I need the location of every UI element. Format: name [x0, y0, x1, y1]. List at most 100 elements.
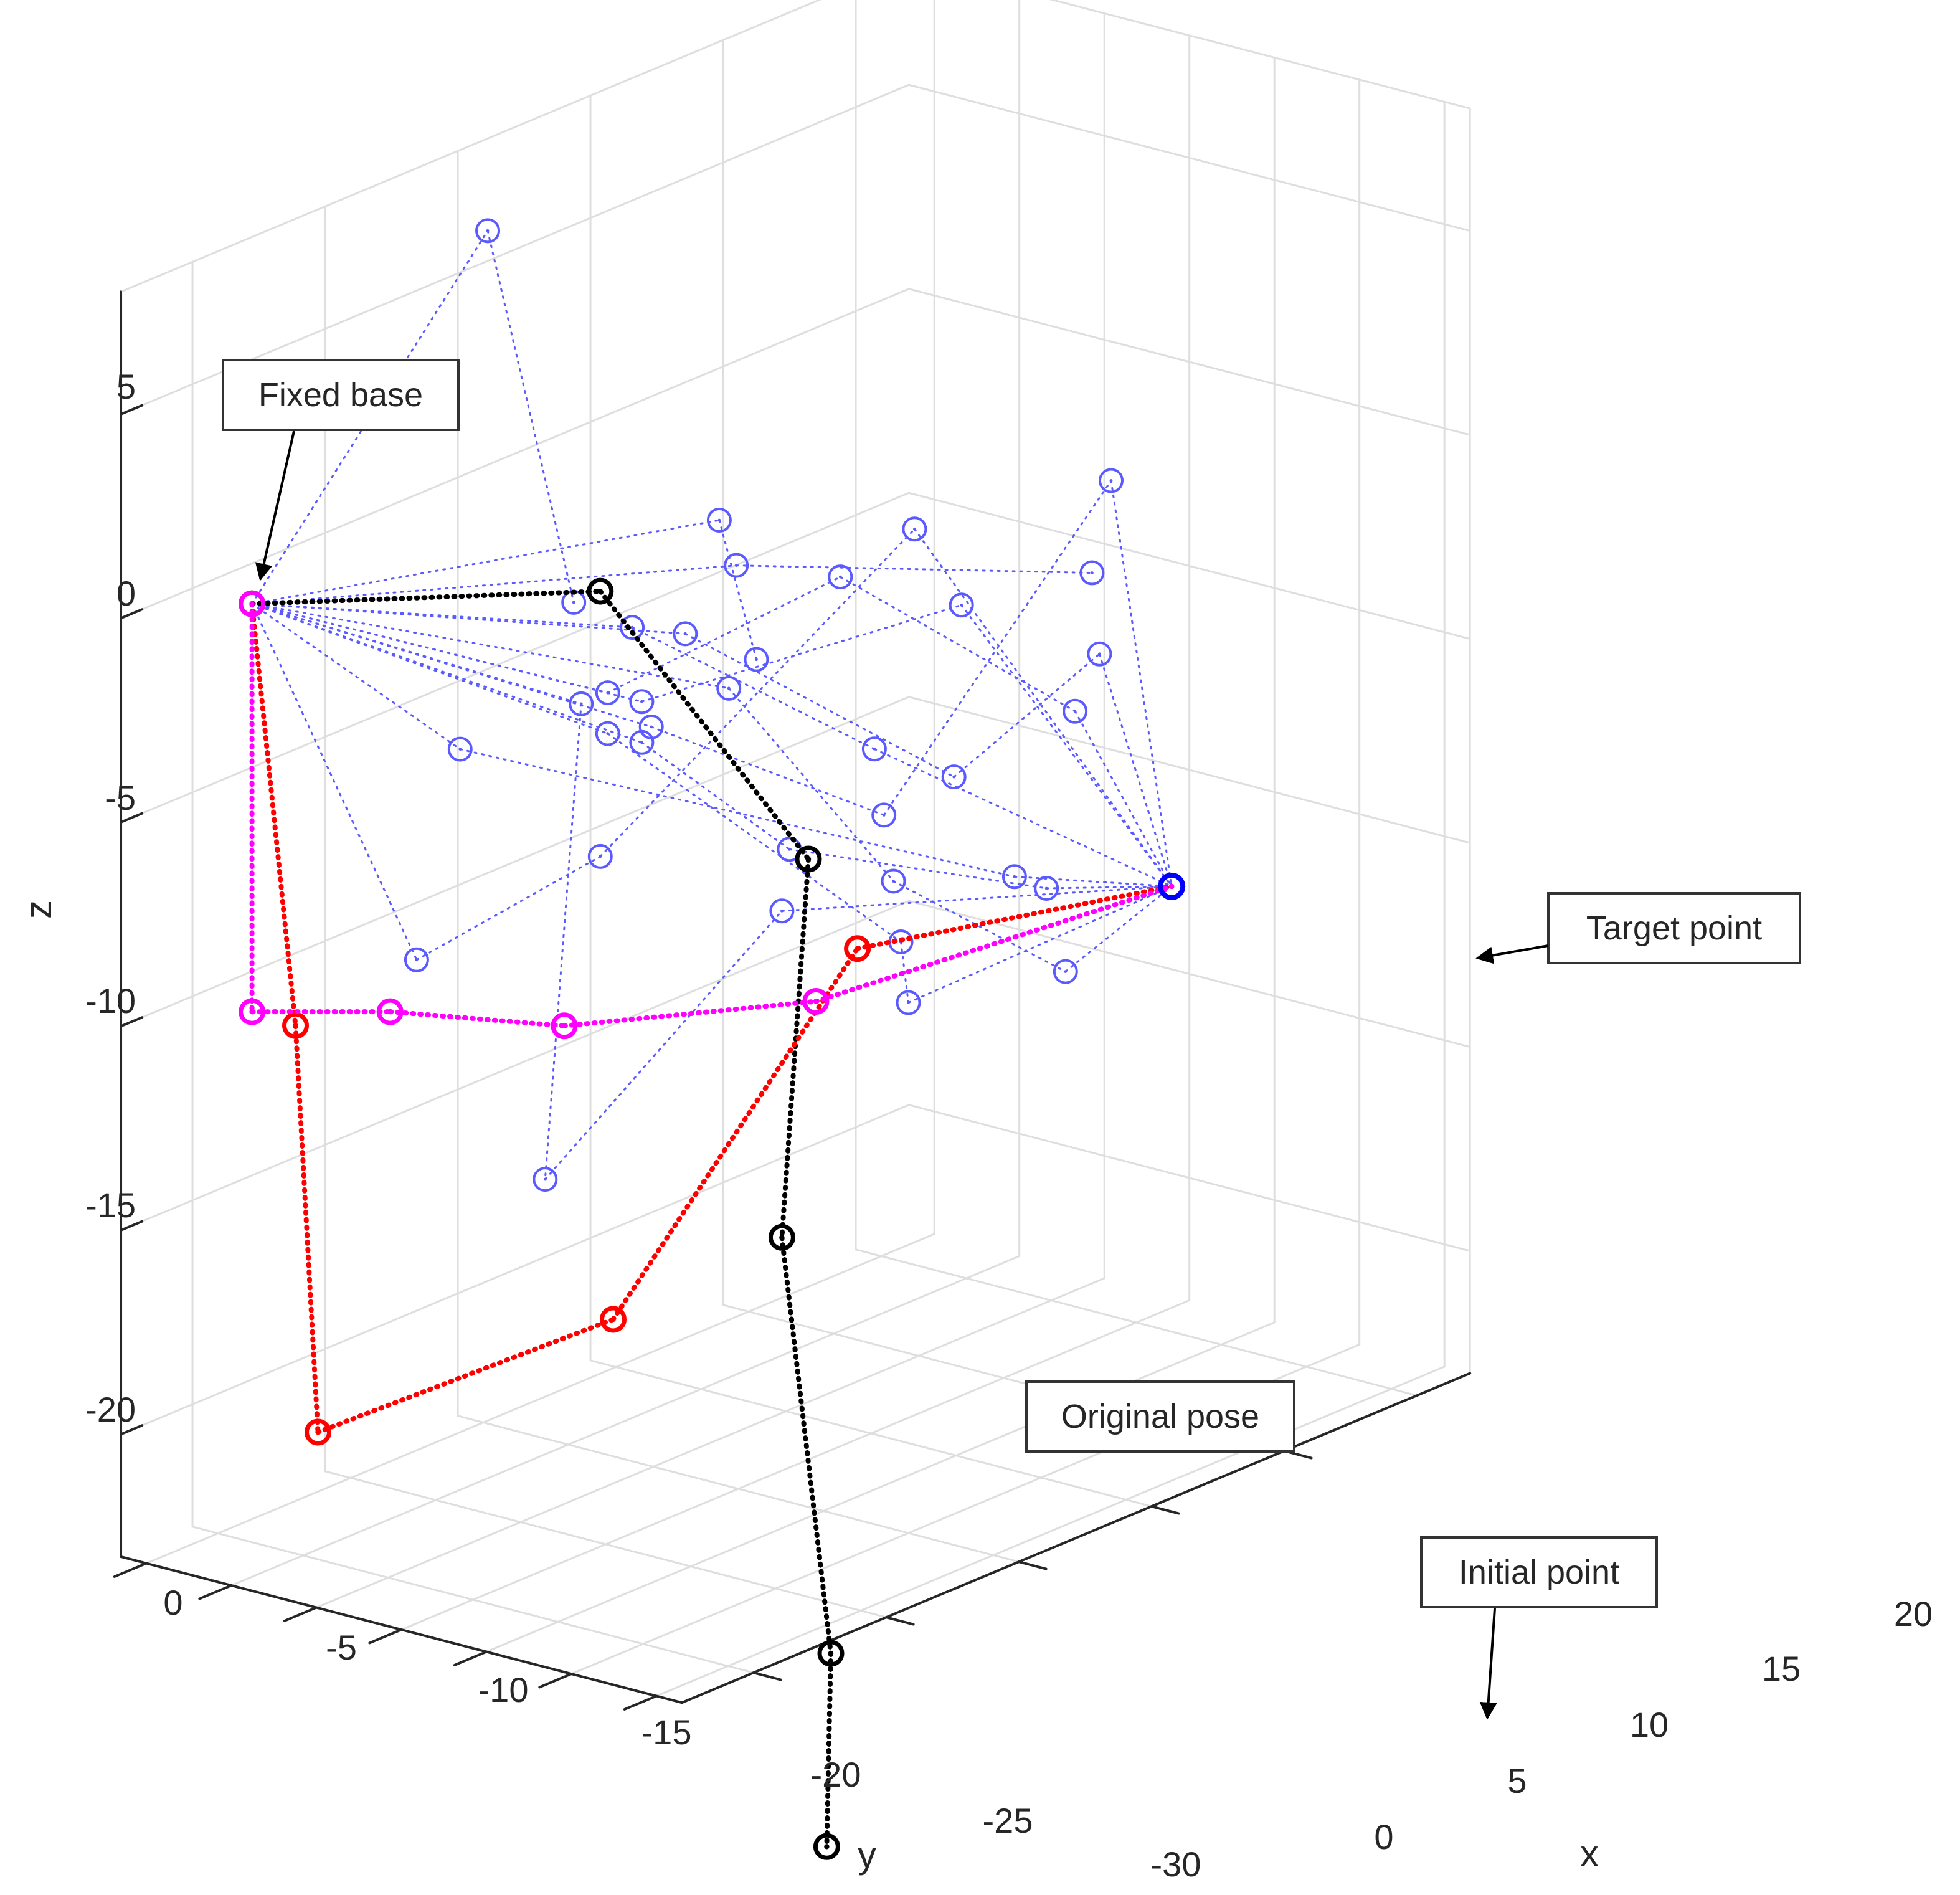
original-pose-box: [1025, 1380, 1295, 1453]
x-axis-label: x: [1580, 1833, 1599, 1874]
explored-configuration: [239, 591, 1185, 899]
link-segment: [824, 1651, 833, 1850]
joint-center: [610, 1316, 616, 1323]
joint-marker: [861, 736, 887, 762]
gridline: [907, 1104, 1471, 1252]
x-tick-label: 20: [1894, 1594, 1933, 1633]
y-tick-label: -5: [326, 1628, 357, 1667]
z-tick: [120, 608, 144, 620]
original-pose-annotation: Original pose: [1025, 1380, 1295, 1453]
joint-marker: [475, 218, 501, 244]
final-pose-series: [239, 590, 1185, 1040]
link-segment: [251, 519, 721, 605]
joint-marker: [902, 516, 927, 542]
joint-center: [572, 601, 575, 604]
joint-marker: [1099, 468, 1124, 493]
explored-configuration: [239, 591, 1185, 1192]
y-tick: [538, 1673, 573, 1689]
z-tick-label: 0: [116, 574, 136, 613]
link-segment: [459, 748, 1016, 878]
link-segment: [607, 733, 902, 943]
z-tick: [120, 812, 144, 824]
joint-center: [249, 601, 255, 607]
x-tick: [1017, 1560, 1048, 1570]
joint-center: [630, 625, 634, 629]
joint-center: [907, 1001, 910, 1004]
z-tick: [120, 1220, 144, 1232]
plot-area: [239, 218, 1186, 1860]
fixed-base-box: [222, 359, 460, 431]
link-segment: [907, 885, 1173, 1004]
joint-marker: [1079, 560, 1105, 586]
z-tick-label: -5: [105, 778, 136, 817]
joint-center: [1073, 710, 1077, 713]
explored-configuration: [239, 591, 1185, 1015]
joint-center: [640, 741, 643, 744]
joint-marker: [1034, 876, 1059, 901]
link-segment: [960, 604, 1173, 888]
joint-marker: [881, 868, 906, 894]
joint-marker: [1053, 959, 1078, 984]
joint-center: [952, 775, 956, 779]
joint-center: [913, 527, 916, 531]
joint-center: [486, 229, 490, 232]
joint-marker: [1087, 641, 1112, 667]
joint-marker: [813, 1833, 840, 1860]
y-tick-label: -25: [983, 1801, 1033, 1840]
y-tick: [453, 1650, 488, 1666]
z-tick-label: -15: [85, 1185, 136, 1225]
joint-center: [650, 725, 653, 729]
joint-marker: [620, 615, 645, 640]
link-segment: [631, 626, 876, 750]
target-point-label: Target point: [1586, 910, 1762, 947]
link-segment: [873, 748, 1173, 888]
joint-center: [734, 564, 738, 568]
link-segment: [249, 589, 603, 607]
gridline: [400, 1299, 1191, 1631]
link-segment: [415, 855, 602, 961]
z-tick: [120, 404, 144, 416]
joint-center: [597, 588, 603, 594]
link-segment: [486, 229, 575, 604]
joint-marker: [949, 592, 974, 618]
joint-marker: [404, 947, 429, 972]
joint-center: [315, 1429, 321, 1435]
joint-center: [788, 847, 791, 851]
joint-marker: [595, 680, 620, 706]
z-tick: [120, 1424, 144, 1436]
joint-marker: [587, 843, 613, 869]
y-axis-label: y: [858, 1834, 876, 1876]
y-tick: [623, 1694, 658, 1711]
z-tick: [120, 1016, 144, 1028]
explored-configuration: [239, 508, 769, 672]
link-segment: [251, 602, 462, 751]
link-segment: [1064, 885, 1173, 973]
gridline: [120, 900, 910, 1232]
explored-configuration: [239, 591, 1185, 899]
link-segment: [813, 883, 1175, 1004]
explored-configuration: [239, 591, 1185, 984]
fixed-base-label: Fixed base: [258, 376, 423, 414]
gridline: [120, 492, 910, 824]
joint-marker: [871, 802, 897, 828]
joint-marker: [673, 621, 698, 647]
joint-marker: [844, 935, 871, 962]
link-segment: [788, 848, 1048, 890]
joint-center: [683, 632, 687, 635]
link-segment: [599, 528, 916, 858]
joint-marker: [569, 691, 594, 716]
gridline: [145, 1233, 935, 1565]
link-segment: [597, 589, 811, 862]
axes: [113, 290, 1472, 1711]
joint-marker: [724, 553, 749, 578]
link-segment: [735, 564, 1093, 574]
joint-marker: [716, 675, 742, 701]
joint-marker: [239, 590, 266, 617]
joint-marker: [533, 1167, 558, 1192]
gridline: [655, 1365, 1446, 1698]
link-segment: [1098, 653, 1173, 888]
joint-center: [779, 1235, 785, 1240]
joint-marker: [587, 577, 614, 605]
joint-marker: [629, 689, 655, 715]
joint-marker: [768, 1223, 795, 1251]
